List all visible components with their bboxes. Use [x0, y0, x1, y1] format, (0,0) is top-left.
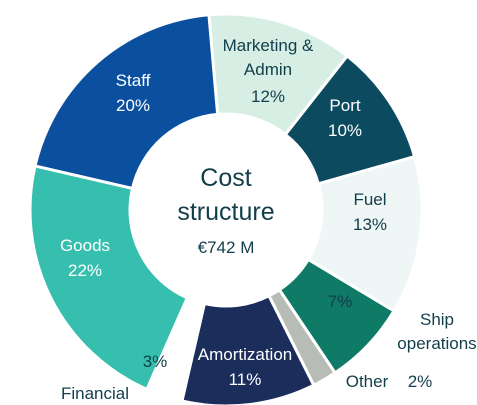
donut-hole [132, 116, 320, 304]
value-label: 7% [327, 292, 353, 311]
chart-subtitle: €742 M [197, 238, 255, 257]
donut-slice [28, 164, 190, 392]
category-label: Amortization [197, 345, 293, 364]
category-label: Fuel [353, 190, 387, 209]
value-label: 22% [67, 261, 103, 280]
chart-title: Cost structure [177, 164, 275, 226]
value-label: 3% [142, 352, 168, 371]
category-label: Other [345, 372, 389, 391]
category-label: Marketing & Admin [222, 36, 314, 79]
category-label: Goods [59, 236, 111, 255]
category-label: Staff [115, 71, 151, 90]
category-label: Financial [60, 384, 130, 403]
category-label: Ship operations [397, 310, 477, 353]
value-label: 12% [250, 87, 286, 106]
value-label: 11% [228, 370, 262, 389]
category-label: Port [329, 96, 361, 115]
donut-slice [33, 13, 220, 191]
value-label: 2% [407, 372, 433, 391]
value-label: 20% [115, 96, 151, 115]
value-label: 13% [352, 215, 388, 234]
value-label: 10% [327, 121, 363, 140]
